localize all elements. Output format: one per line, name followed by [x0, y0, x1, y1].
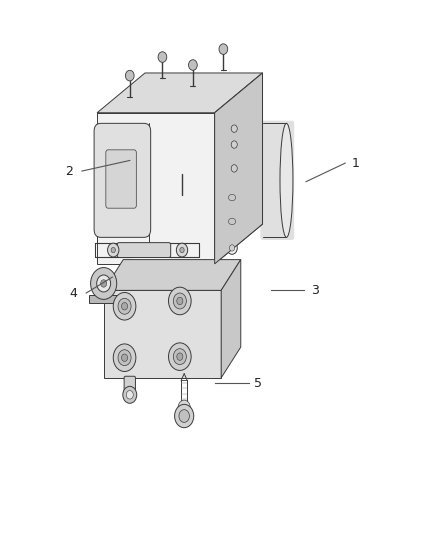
Circle shape [179, 410, 189, 422]
Ellipse shape [229, 195, 236, 201]
Circle shape [227, 241, 237, 254]
Text: 1: 1 [352, 157, 360, 169]
Circle shape [113, 293, 136, 320]
Polygon shape [89, 295, 118, 303]
Circle shape [158, 52, 167, 62]
Circle shape [125, 70, 134, 81]
Circle shape [228, 121, 240, 136]
Circle shape [228, 161, 240, 176]
Circle shape [177, 297, 183, 305]
Circle shape [177, 353, 183, 360]
Circle shape [101, 280, 107, 287]
Circle shape [126, 391, 133, 399]
Circle shape [228, 137, 240, 152]
Circle shape [118, 350, 131, 366]
Ellipse shape [229, 218, 236, 224]
Text: 4: 4 [69, 287, 77, 300]
Circle shape [91, 268, 117, 300]
Circle shape [121, 354, 127, 361]
FancyBboxPatch shape [260, 120, 294, 240]
Circle shape [177, 243, 187, 257]
Circle shape [97, 275, 111, 292]
Polygon shape [215, 73, 262, 264]
FancyBboxPatch shape [117, 243, 171, 257]
Circle shape [173, 293, 186, 309]
FancyBboxPatch shape [124, 376, 135, 395]
Polygon shape [221, 260, 241, 378]
Ellipse shape [280, 123, 293, 237]
Ellipse shape [226, 216, 239, 227]
Text: 3: 3 [311, 284, 319, 297]
Polygon shape [97, 113, 215, 264]
FancyBboxPatch shape [106, 150, 136, 208]
Circle shape [108, 243, 119, 257]
Ellipse shape [280, 123, 293, 237]
Circle shape [175, 405, 194, 427]
Circle shape [121, 303, 127, 310]
Circle shape [231, 165, 237, 172]
Circle shape [111, 247, 116, 253]
Ellipse shape [226, 192, 239, 204]
Circle shape [178, 400, 190, 415]
Circle shape [169, 287, 191, 315]
Circle shape [113, 344, 136, 372]
Circle shape [188, 60, 197, 70]
Polygon shape [215, 73, 262, 264]
Circle shape [219, 44, 228, 54]
Text: 2: 2 [65, 165, 73, 177]
Circle shape [230, 245, 235, 251]
Polygon shape [97, 73, 262, 113]
Circle shape [118, 298, 131, 314]
Circle shape [169, 343, 191, 370]
Circle shape [180, 247, 184, 253]
Text: 5: 5 [254, 377, 262, 390]
Polygon shape [104, 290, 221, 378]
Polygon shape [104, 260, 241, 290]
FancyBboxPatch shape [94, 123, 151, 237]
Circle shape [231, 125, 237, 132]
Circle shape [123, 386, 137, 403]
Circle shape [173, 349, 186, 365]
Circle shape [231, 141, 237, 148]
